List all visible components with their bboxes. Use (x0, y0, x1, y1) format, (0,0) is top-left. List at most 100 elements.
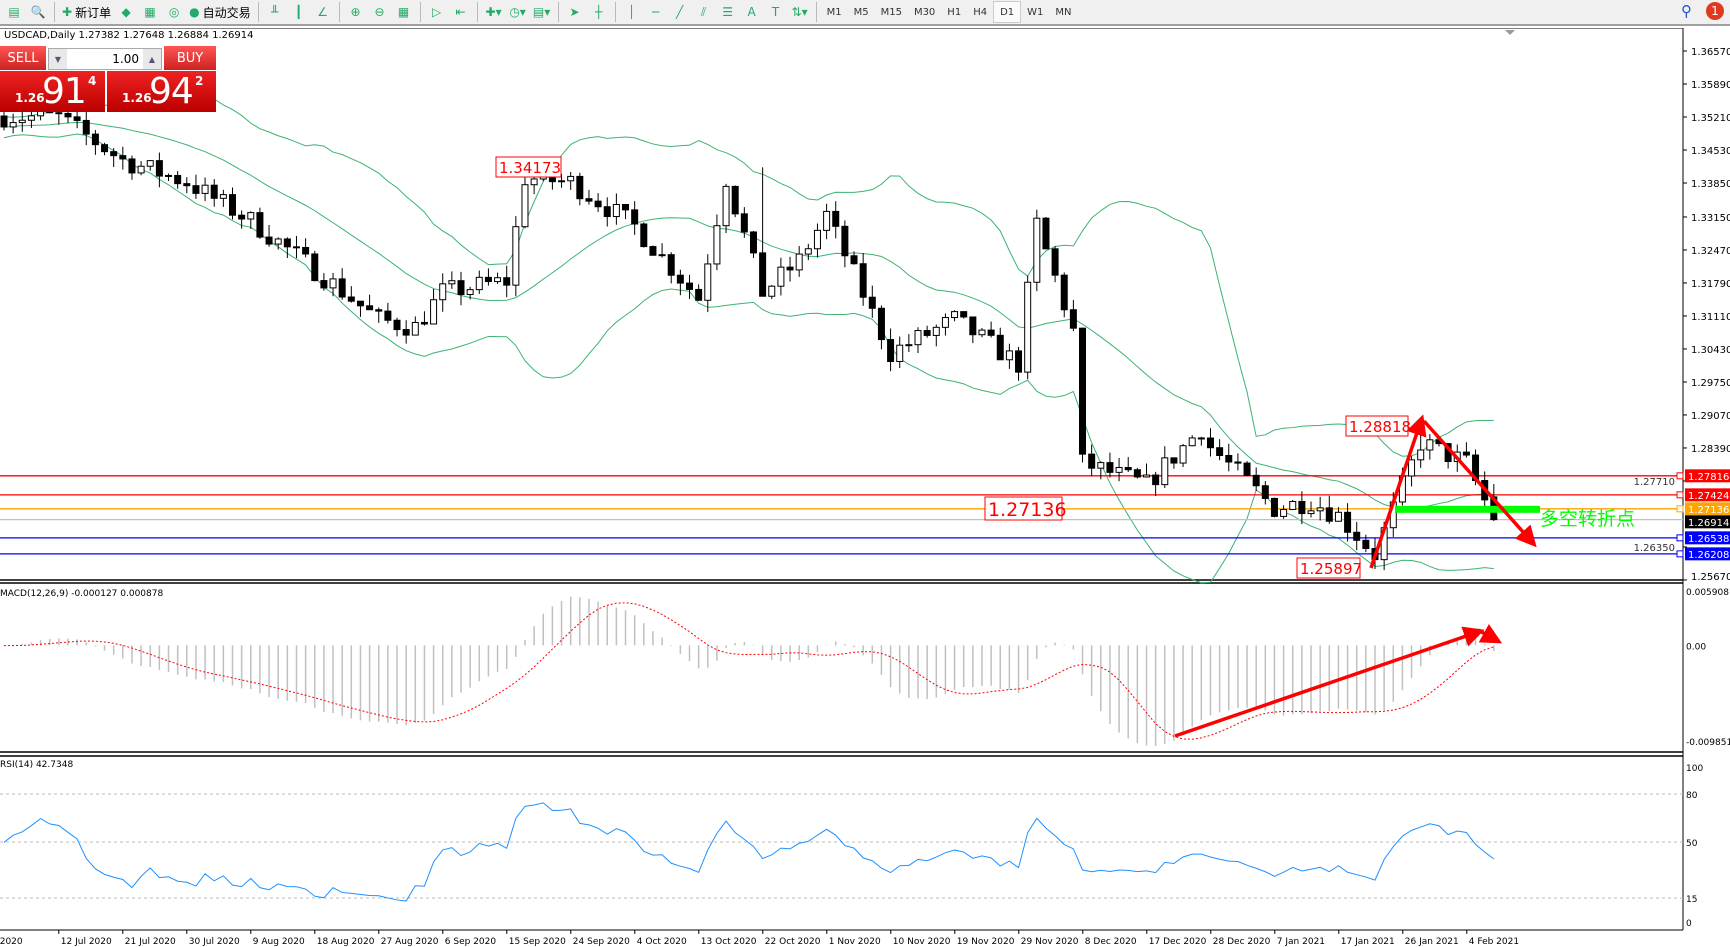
candle (850, 251, 858, 265)
signal-button[interactable]: ◎ (162, 1, 186, 23)
timeframe-mn[interactable]: MN (1055, 6, 1072, 18)
bull-candle-body (1289, 500, 1297, 511)
time-tick-label: 29 Nov 2020 (1021, 937, 1079, 947)
timeframe-m15[interactable]: M15 (880, 6, 902, 18)
autoscroll-button[interactable]: ▷ (425, 1, 449, 23)
candle (1152, 471, 1160, 497)
timeframe-m5[interactable]: M5 (853, 6, 869, 18)
price-tick-label: 1.28390 (1691, 444, 1730, 455)
lot-increase-icon[interactable]: ▲ (143, 49, 161, 69)
history-button[interactable]: ▦ (138, 1, 162, 23)
sell-button[interactable]: SELL (0, 46, 46, 70)
bull-candle-body (466, 289, 474, 296)
price-tick-label: 1.32470 (1691, 246, 1730, 257)
price-tick-label: 1.29750 (1691, 378, 1730, 389)
bull-candle-body (813, 229, 821, 250)
price-annotation-label: 1.34173 (499, 159, 561, 177)
buy-button[interactable]: BUY (164, 46, 216, 70)
fibonacci-icon: ☰ (722, 5, 733, 19)
new-order-button-icon: ✚ (62, 5, 73, 19)
candlestick-button[interactable]: ┃ (287, 1, 311, 23)
line-chart-button[interactable]: ∠ (311, 1, 335, 23)
candle (877, 305, 885, 350)
bull-candle-body (521, 184, 529, 228)
bear-candle-body (923, 330, 931, 336)
zoom-search-button[interactable]: 🔍 (26, 1, 50, 23)
fibonacci-button[interactable]: ☰ (716, 1, 740, 23)
buy-price-big: 94 (149, 71, 194, 112)
candle (311, 250, 319, 282)
auto-trading-button-icon: ● (189, 5, 200, 19)
level-price-label: 1.26914 (1688, 518, 1729, 529)
add-indicator-button[interactable]: ✚▾ (482, 1, 506, 23)
rsi-title: RSI(14) 42.7348 (0, 760, 73, 770)
price-tick-label: 1.27710 (1634, 477, 1675, 488)
bull-candle-body (494, 277, 502, 283)
cursor-button[interactable]: ➤ (563, 1, 587, 23)
candle (64, 111, 72, 124)
timeframe-d1[interactable]: D1 (993, 1, 1022, 23)
bull-candle-body (567, 175, 575, 182)
price-tick-label: 1.33150 (1691, 213, 1730, 224)
horizontal-line-icon: ─ (651, 5, 660, 19)
bear-candle-body (457, 280, 465, 296)
macd-up-arrow (1174, 626, 1485, 738)
chart-list-button[interactable]: ▤ (2, 1, 26, 23)
timeframe-m1[interactable]: M1 (826, 6, 842, 18)
bear-candle-body (969, 316, 977, 336)
equidistant-channel-button[interactable]: ⫽ (692, 1, 716, 23)
candle (229, 187, 236, 220)
timeframe-w1[interactable]: W1 (1027, 6, 1044, 18)
bull-candle-body (1097, 462, 1105, 469)
vertical-line-button[interactable]: │ (620, 1, 644, 23)
buy-price-prefix: 1.26 (122, 91, 152, 105)
candle (1069, 299, 1077, 332)
zoom-in-button[interactable]: ⊕ (344, 1, 368, 23)
bull-candle-body (1316, 507, 1324, 512)
candle (146, 159, 154, 171)
zoom-out-button[interactable]: ⊖ (368, 1, 392, 23)
bar-chart-button[interactable]: ╨ (263, 1, 287, 23)
lot-value[interactable]: 1.00 (112, 52, 139, 66)
candle (448, 271, 456, 289)
line-chart-icon: ∠ (317, 5, 328, 19)
candle (887, 328, 895, 372)
trendline-button[interactable]: ╱ (668, 1, 692, 23)
periods-clock-button[interactable]: ◷▾ (506, 1, 530, 23)
bull-candle-body (713, 225, 721, 265)
bull-candle-body (558, 180, 566, 183)
notification-badge[interactable]: 1 (1706, 2, 1724, 20)
bollinger-band-lower (3, 133, 1494, 584)
bear-candle-body (338, 278, 346, 298)
new-order-button[interactable]: ✚ 新订单 (59, 1, 114, 23)
text-button[interactable]: A (740, 1, 764, 23)
candle (128, 155, 136, 180)
arrows-button[interactable]: ⇅▾ (788, 1, 812, 23)
tile-windows-button[interactable]: ▦ (392, 1, 416, 23)
search-icon[interactable]: ⚲ (1681, 2, 1692, 20)
auto-trading-button[interactable]: ● 自动交易 (186, 1, 254, 23)
price-annotation-label: 1.28818 (1349, 418, 1411, 436)
lot-size-input[interactable]: ▼ 1.00 ▲ (48, 48, 162, 70)
bull-candle-body (658, 254, 666, 257)
candle (1143, 463, 1150, 478)
sell-price-box[interactable]: 1.26 91 4 (0, 70, 105, 112)
candle (1225, 443, 1233, 472)
text-label-button[interactable]: T (764, 1, 788, 23)
chart-canvas[interactable]: 1.36570 1.35890 1.35210 1.34530 1.33850 1.331… (0, 28, 1730, 947)
horizontal-line-button[interactable]: ─ (644, 1, 668, 23)
bear-candle-body (594, 200, 602, 208)
time-tick-label: 13 Oct 2020 (701, 937, 757, 947)
bull-candle-body (219, 194, 227, 199)
timeframe-m30[interactable]: M30 (913, 6, 936, 18)
crosshair-button[interactable]: ┼ (587, 1, 611, 23)
bull-candle-body (329, 278, 337, 289)
chart-shift-button[interactable]: ⇤ (449, 1, 473, 23)
bear-candle-body (55, 112, 63, 115)
timeframe-h1[interactable]: H1 (947, 6, 962, 18)
templates-button[interactable]: ▤▾ (530, 1, 554, 23)
lot-decrease-icon[interactable]: ▼ (49, 49, 67, 69)
buy-price-box[interactable]: 1.26 94 2 (107, 70, 216, 112)
gold-button[interactable]: ◆ (114, 1, 138, 23)
timeframe-h4[interactable]: H4 (973, 6, 988, 18)
